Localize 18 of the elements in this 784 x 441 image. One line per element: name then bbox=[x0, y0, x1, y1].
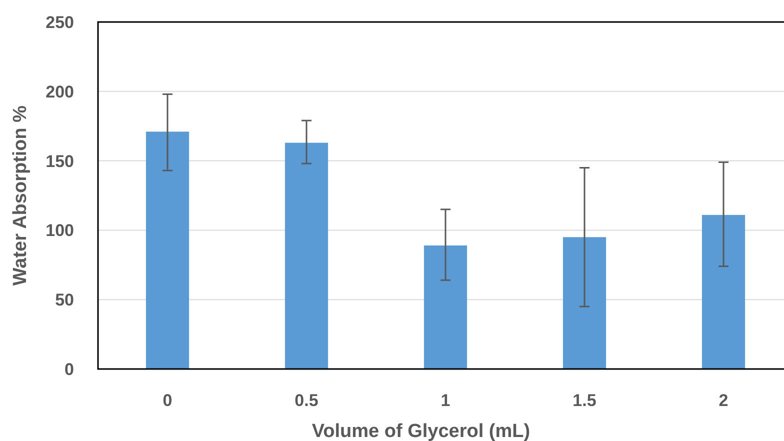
y-tick-label: 0 bbox=[64, 360, 74, 379]
x-axis-title: Volume of Glycerol (mL) bbox=[312, 421, 530, 441]
x-tick-label: 1 bbox=[440, 391, 450, 410]
y-tick-label: 250 bbox=[46, 12, 74, 32]
x-tick-label: 2 bbox=[718, 391, 728, 410]
bar bbox=[424, 245, 468, 369]
x-tick-label: 1.5 bbox=[572, 391, 596, 410]
bar bbox=[284, 142, 328, 369]
y-tick-label: 50 bbox=[55, 290, 74, 310]
x-tick-label: 0 bbox=[162, 391, 172, 410]
bar bbox=[562, 237, 606, 369]
y-axis-title: Water Absorption % bbox=[10, 105, 31, 286]
y-tick-label: 150 bbox=[46, 152, 74, 171]
y-tick-label: 100 bbox=[46, 221, 74, 240]
bar bbox=[702, 214, 746, 369]
x-tick-label: 0.5 bbox=[294, 391, 318, 410]
bar bbox=[146, 132, 190, 369]
y-tick-label: 200 bbox=[46, 82, 74, 102]
